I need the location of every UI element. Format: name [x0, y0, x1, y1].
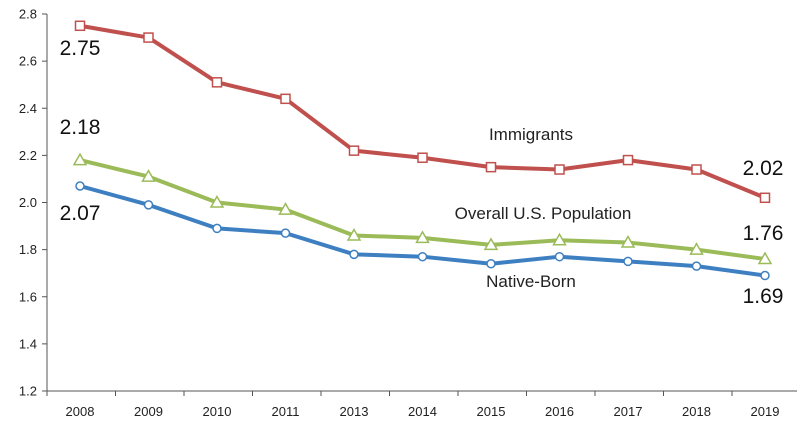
- data-point-square: [622, 154, 634, 166]
- data-point-triangle: [689, 242, 704, 255]
- data-point-circle: [623, 256, 633, 267]
- y-tick-label: 2.6: [19, 54, 37, 69]
- data-label-first: 2.75: [60, 37, 101, 60]
- data-point-square: [143, 32, 154, 43]
- y-tick-label: 2.0: [19, 195, 37, 210]
- axes: [46, 14, 797, 392]
- x-tick-label: 2013: [340, 404, 369, 419]
- data-point-square: [348, 145, 360, 156]
- y-tick-label: 1.2: [19, 384, 37, 399]
- x-tick-label: 2014: [408, 404, 437, 419]
- data-label-last: 2.02: [743, 157, 784, 180]
- x-tick-label: 2016: [545, 404, 574, 419]
- y-tick-label: 1.4: [19, 336, 37, 351]
- series-line-0: [78, 23, 767, 200]
- data-point-triangle: [141, 169, 156, 182]
- data-point-circle: [349, 249, 359, 260]
- data-point-square: [759, 192, 771, 204]
- x-tick-label: 2018: [682, 404, 711, 419]
- data-point-square: [554, 164, 565, 175]
- data-label-last: 1.69: [743, 285, 784, 308]
- data-point-square: [417, 152, 428, 163]
- labels-group: Immigrants 2.75 2.02 Overall U.S. Populatio…: [60, 37, 784, 308]
- x-tick-label: 2009: [134, 404, 163, 419]
- data-point-triangle: [415, 230, 430, 244]
- data-point-circle: [486, 259, 496, 269]
- data-point-triangle: [278, 202, 293, 215]
- data-point-circle: [143, 200, 154, 210]
- data-label-last: 1.76: [743, 222, 784, 245]
- x-ticks: 2008 2009 2010 2011 2013 2014 2015 2016 2017 2018…: [46, 391, 780, 419]
- data-point-square: [485, 161, 497, 173]
- series-name-label: Overall U.S. Population: [455, 204, 632, 223]
- data-point-triangle: [209, 194, 225, 208]
- data-point-square: [74, 20, 86, 32]
- y-tick-label: 2.2: [19, 148, 37, 163]
- y-tick-label: 1.8: [19, 242, 37, 257]
- series-name-label: Immigrants: [489, 125, 573, 144]
- data-point-circle: [691, 261, 702, 271]
- y-tick-label: 2.8: [19, 7, 37, 22]
- x-tick-label: 2011: [272, 404, 300, 419]
- series-group: [72, 20, 773, 281]
- data-point-triangle: [552, 232, 567, 246]
- data-point-triangle: [72, 152, 88, 166]
- x-tick-label: 2010: [203, 404, 232, 419]
- data-point-square: [211, 77, 223, 88]
- x-tick-label: 2019: [751, 404, 780, 419]
- data-point-circle: [417, 251, 428, 262]
- data-point-triangle: [346, 227, 362, 241]
- series-line-1: [78, 158, 767, 262]
- data-point-triangle: [620, 235, 636, 248]
- x-tick-label: 2015: [477, 404, 506, 419]
- data-point-circle: [554, 251, 565, 262]
- series-name-label: Native-Born: [486, 272, 576, 291]
- data-point-triangle: [483, 237, 499, 251]
- data-point-circle: [760, 270, 770, 281]
- data-point-circle: [280, 228, 291, 238]
- data-point-circle: [75, 181, 85, 191]
- data-point-square: [280, 93, 291, 105]
- y-tick-label: 2.4: [19, 101, 37, 116]
- data-point-circle: [212, 223, 222, 234]
- data-label-first: 2.07: [60, 202, 101, 225]
- y-tick-label: 1.6: [19, 289, 37, 304]
- y-ticks: 1.2 1.4 1.6 1.8 2.0 2.2 2.4 2.6 2.8: [19, 7, 47, 399]
- x-tick-label: 2017: [614, 404, 643, 419]
- data-label-first: 2.18: [60, 116, 101, 139]
- data-point-triangle: [757, 251, 773, 265]
- data-point-square: [691, 164, 702, 175]
- x-tick-label: 2008: [66, 404, 95, 419]
